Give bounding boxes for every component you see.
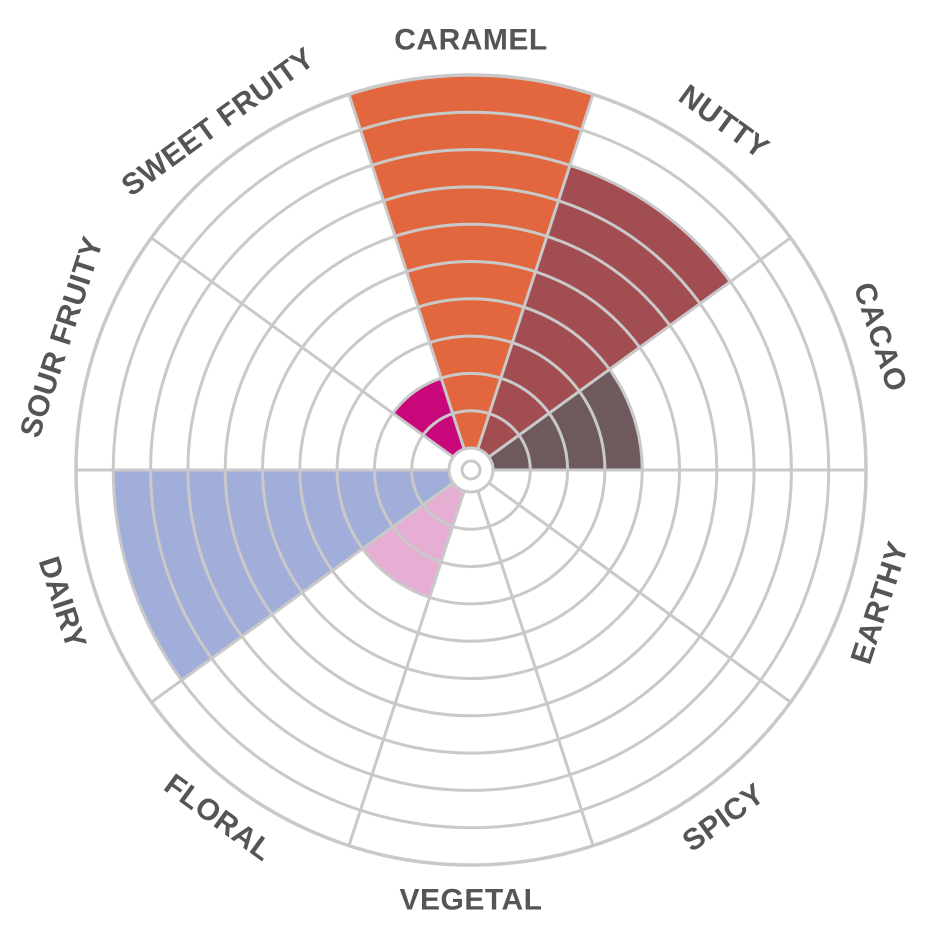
label-nutty: NUTTY	[673, 79, 775, 166]
grid-spoke	[347, 490, 466, 847]
label-sour-fruity: SOUR FRUITY	[14, 233, 110, 442]
grid-spoke	[476, 93, 595, 450]
grid-center	[460, 459, 482, 481]
grid-spoke	[487, 481, 792, 704]
grid-ring	[447, 446, 495, 494]
label-spicy: SPICY	[677, 777, 771, 858]
grid-spoke	[150, 481, 455, 704]
label-dairy: DAIRY	[32, 553, 93, 653]
label-vegetal: VEGETAL	[400, 884, 543, 917]
wedge-dairy	[113, 470, 454, 681]
grid-spoke	[487, 236, 792, 459]
grid-layer	[74, 73, 868, 867]
label-floral: FLORAL	[158, 768, 278, 868]
label-caramel: CARAMEL	[394, 24, 548, 57]
grid-spoke	[476, 490, 595, 847]
grid-spoke	[150, 236, 455, 459]
grid-spoke	[347, 93, 466, 450]
label-sweet-fruity: SWEET FRUITY	[116, 41, 321, 203]
